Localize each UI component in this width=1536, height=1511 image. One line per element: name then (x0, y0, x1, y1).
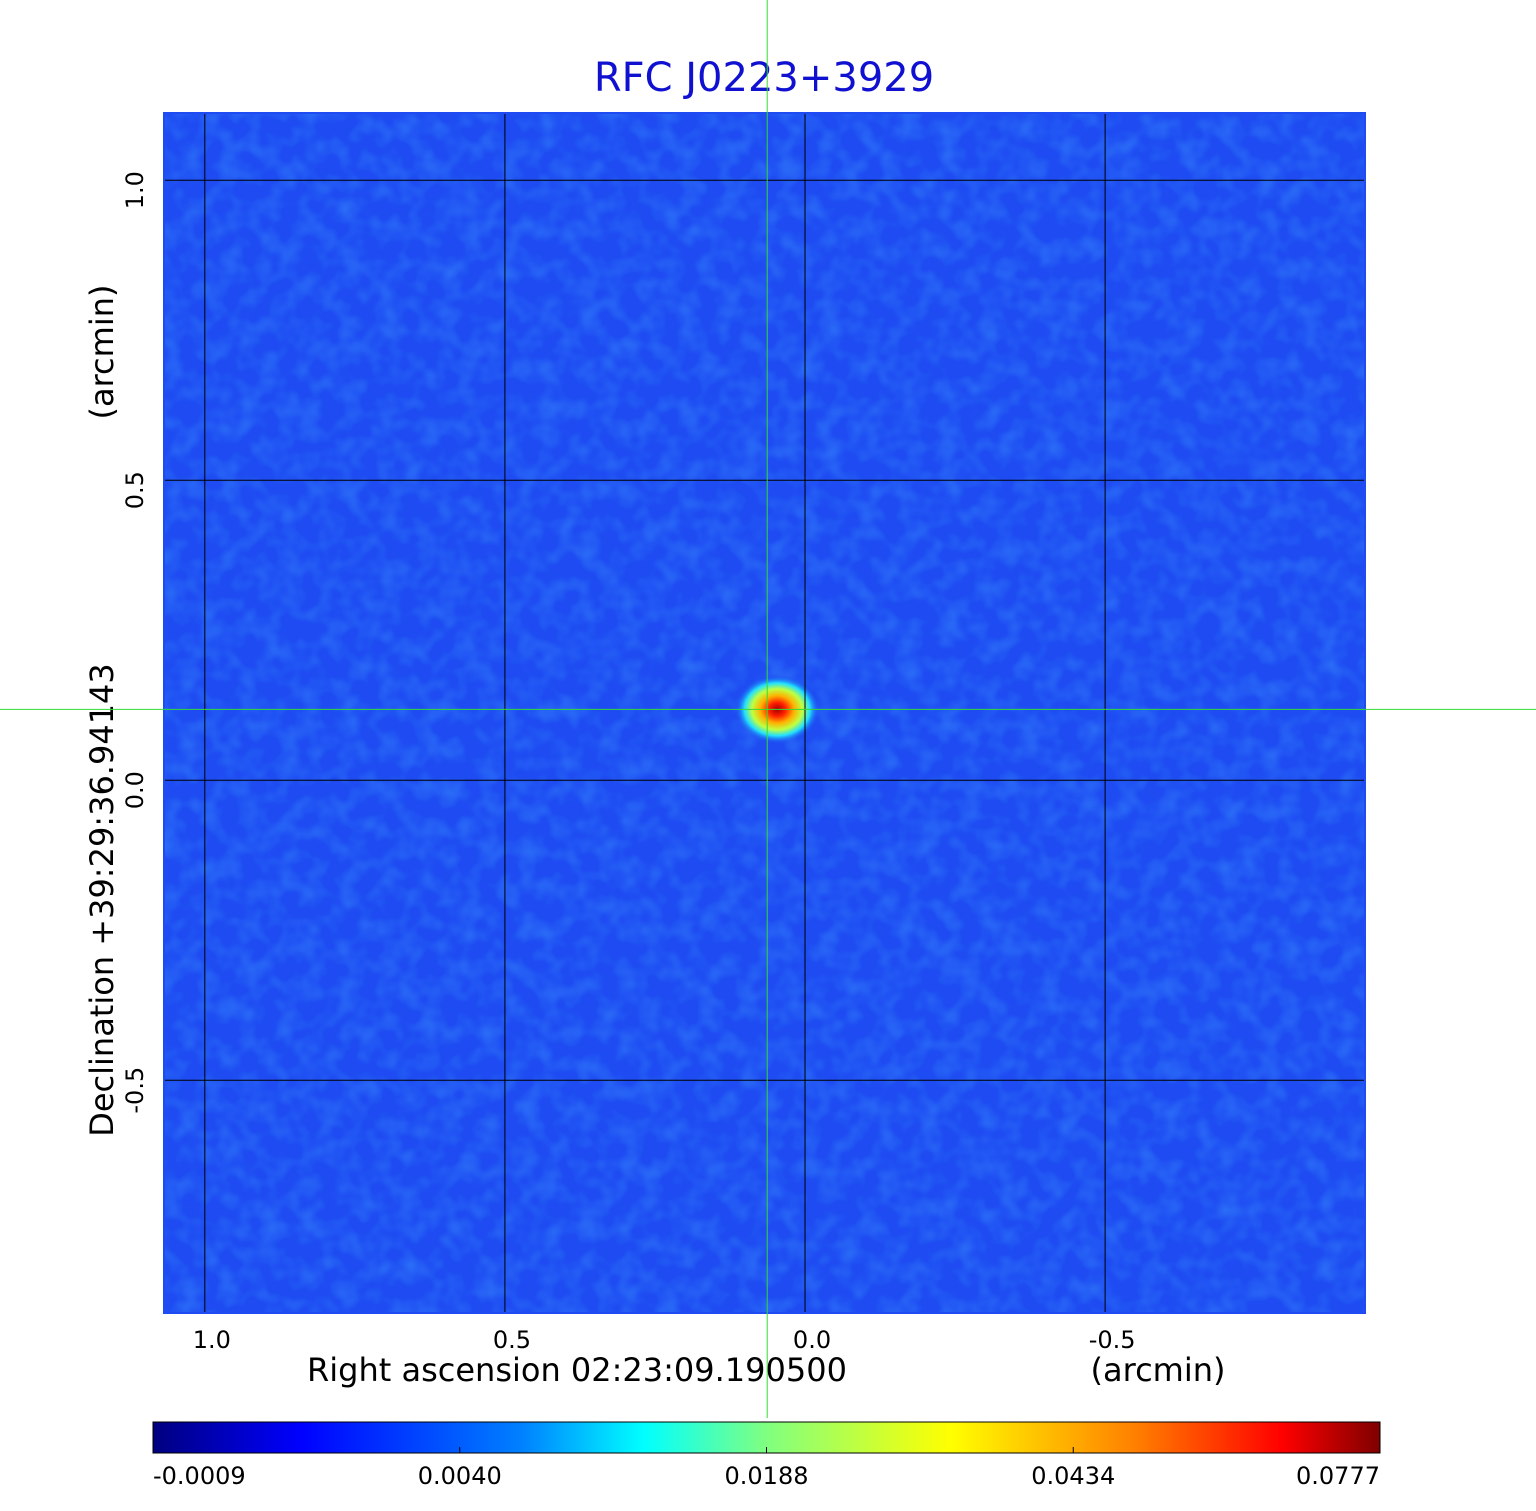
y-tick-label: 0.0 (121, 771, 149, 809)
y-tick-label: 1.0 (121, 171, 149, 209)
y-tick-label: 0.5 (121, 471, 149, 509)
plot-frame (163, 112, 1366, 1314)
colorbar-tick-label: 0.0434 (1031, 1462, 1115, 1490)
x-tick-label: 1.0 (193, 1326, 231, 1354)
chart-title: RFC J0223+3929 (594, 55, 934, 101)
colorbar-tick-label: 0.0777 (1296, 1462, 1380, 1490)
x-tick-label: 0.5 (493, 1326, 531, 1354)
y-axis-label: Declination +39:29:36.94143 (83, 663, 121, 1137)
colorbar-tick-label: 0.0040 (418, 1462, 502, 1490)
colorbar-tick-label: 0.0188 (725, 1462, 809, 1490)
y-tick-label: -0.5 (121, 1067, 149, 1114)
x-tick-label: -0.5 (1089, 1326, 1136, 1354)
x-axis-unit: (arcmin) (1091, 1351, 1226, 1389)
colorbar-tick-label: -0.0009 (153, 1462, 246, 1490)
x-axis-label: Right ascension 02:23:09.190500 (307, 1351, 847, 1389)
y-axis-unit: (arcmin) (83, 285, 121, 420)
x-tick-label: 0.0 (793, 1326, 831, 1354)
